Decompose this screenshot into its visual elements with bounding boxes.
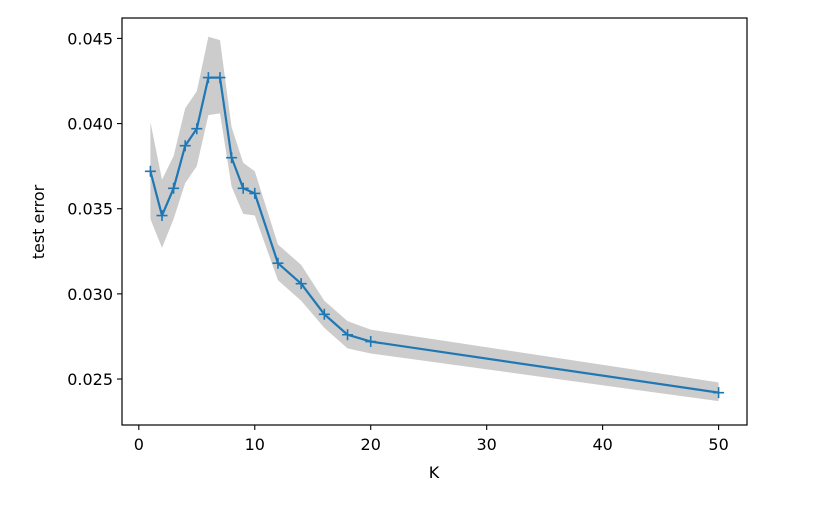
- x-tick-label: 50: [708, 435, 728, 454]
- data-point-marker: [272, 257, 284, 269]
- x-tick-label: 10: [245, 435, 265, 454]
- x-axis-ticks: 0 10 20 30 40 50: [134, 425, 729, 454]
- data-point-marker: [713, 387, 725, 399]
- data-point-marker: [202, 72, 214, 84]
- y-tick-label: 0.030: [67, 285, 113, 304]
- data-point-marker: [249, 187, 261, 199]
- x-tick-label: 30: [477, 435, 497, 454]
- data-point-marker: [156, 210, 168, 222]
- confidence-band-layer: [150, 36, 719, 402]
- y-tick-label: 0.025: [67, 370, 113, 389]
- y-axis-label: test error: [29, 184, 48, 259]
- series-line-layer: [149, 76, 720, 394]
- data-point-marker: [226, 152, 238, 164]
- marker-layer: [144, 72, 725, 399]
- confidence-band: [150, 36, 719, 402]
- data-point-marker: [365, 336, 377, 348]
- data-point-marker: [168, 182, 180, 194]
- x-tick-label: 0: [134, 435, 144, 454]
- data-point-marker: [237, 182, 249, 194]
- x-tick-label: 40: [592, 435, 612, 454]
- y-axis-ticks: 0.025 0.030 0.035 0.040 0.045: [67, 29, 122, 389]
- data-point-marker: [342, 329, 354, 341]
- plot-frame: [121, 17, 748, 426]
- data-point-marker: [295, 278, 307, 290]
- x-tick-label: 20: [361, 435, 381, 454]
- y-tick-label: 0.045: [67, 29, 113, 48]
- series-line: [149, 76, 720, 394]
- data-point-marker: [144, 165, 156, 177]
- data-point-marker: [179, 140, 191, 152]
- data-point-marker: [214, 72, 226, 84]
- x-axis-label: K: [429, 463, 440, 482]
- y-tick-label: 0.040: [67, 115, 113, 134]
- y-tick-label: 0.035: [67, 200, 113, 219]
- data-point-marker: [191, 123, 203, 135]
- data-point-marker: [318, 308, 330, 320]
